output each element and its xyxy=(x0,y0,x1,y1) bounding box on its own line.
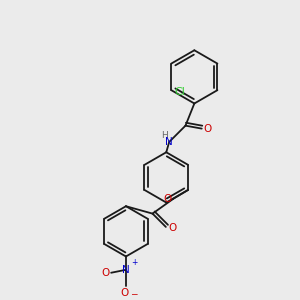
Text: N: N xyxy=(122,265,130,275)
Text: O: O xyxy=(120,288,129,298)
Text: N: N xyxy=(165,137,173,147)
Text: O: O xyxy=(203,124,212,134)
Text: O: O xyxy=(168,224,176,233)
Text: O: O xyxy=(164,194,172,204)
Text: H: H xyxy=(161,131,168,140)
Text: +: + xyxy=(131,258,138,267)
Text: −: − xyxy=(130,289,138,298)
Text: O: O xyxy=(101,268,110,278)
Text: Cl: Cl xyxy=(175,87,186,97)
